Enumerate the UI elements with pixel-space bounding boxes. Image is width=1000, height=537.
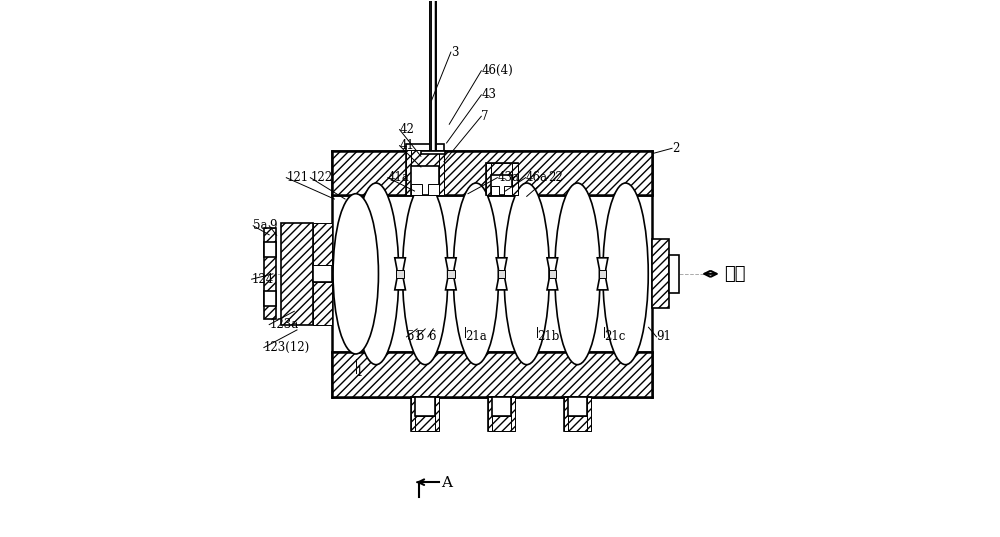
Bar	[491, 163, 512, 175]
Bar	[406, 144, 444, 195]
Bar	[439, 150, 444, 195]
Bar	[564, 397, 591, 431]
Text: 2: 2	[672, 142, 679, 155]
Bar	[430, 0, 436, 151]
Bar	[435, 397, 439, 431]
Bar	[652, 240, 669, 308]
Polygon shape	[446, 258, 456, 290]
Ellipse shape	[603, 183, 648, 365]
Bar	[406, 150, 411, 195]
Bar	[332, 195, 652, 352]
Text: 51: 51	[407, 330, 421, 343]
Ellipse shape	[555, 183, 600, 365]
Bar	[332, 151, 652, 195]
Text: 41: 41	[400, 139, 414, 152]
Bar	[669, 255, 679, 293]
Bar	[313, 282, 332, 324]
Bar	[564, 397, 568, 431]
Text: 123a: 123a	[269, 318, 298, 331]
Text: 6: 6	[428, 330, 435, 343]
Bar	[411, 150, 439, 166]
Text: 46a: 46a	[526, 171, 548, 184]
Bar	[488, 397, 492, 431]
Text: 91: 91	[657, 330, 671, 343]
Text: 22: 22	[548, 171, 563, 184]
Bar	[411, 166, 439, 195]
Bar	[568, 416, 587, 431]
Text: 3: 3	[451, 46, 458, 59]
Polygon shape	[496, 258, 507, 290]
Text: 5: 5	[417, 330, 425, 343]
Bar	[568, 397, 587, 416]
Ellipse shape	[353, 183, 399, 365]
Ellipse shape	[504, 183, 549, 365]
Bar	[421, 151, 445, 154]
Bar	[332, 352, 652, 397]
Bar	[504, 186, 512, 195]
Text: 122: 122	[310, 171, 332, 184]
Bar	[411, 184, 422, 195]
Bar	[428, 184, 439, 195]
Bar	[264, 291, 276, 306]
Text: 42: 42	[400, 123, 414, 136]
Text: 121: 121	[286, 171, 308, 184]
Text: A: A	[441, 476, 452, 490]
Bar	[415, 397, 435, 416]
Text: 21c: 21c	[604, 330, 626, 343]
Ellipse shape	[453, 183, 499, 365]
Bar	[486, 163, 491, 195]
Text: 9: 9	[269, 219, 277, 233]
Text: 123(12): 123(12)	[264, 341, 310, 354]
Text: 轴向: 轴向	[724, 265, 746, 283]
Bar	[411, 397, 439, 431]
Bar	[599, 270, 606, 278]
Bar	[447, 270, 455, 278]
Bar	[264, 242, 276, 257]
Ellipse shape	[403, 183, 448, 365]
Bar	[498, 270, 505, 278]
Polygon shape	[597, 258, 608, 290]
Bar	[488, 397, 515, 431]
Bar	[511, 397, 515, 431]
Text: 46(4): 46(4)	[481, 64, 513, 77]
Bar	[486, 163, 518, 195]
Text: 7: 7	[481, 110, 489, 123]
Text: 41a: 41a	[388, 171, 410, 184]
Polygon shape	[395, 258, 405, 290]
Bar	[512, 163, 518, 195]
Bar	[411, 397, 415, 431]
Text: 21b: 21b	[537, 330, 560, 343]
Bar	[313, 223, 332, 265]
Text: 124: 124	[252, 273, 274, 286]
Ellipse shape	[333, 194, 378, 354]
Text: 1: 1	[356, 366, 363, 379]
Bar	[587, 397, 591, 431]
Bar	[281, 223, 313, 324]
Bar	[430, 2, 436, 151]
Bar	[491, 175, 512, 195]
Polygon shape	[547, 258, 558, 290]
Bar	[415, 416, 435, 431]
Bar	[491, 186, 499, 195]
Text: 43a: 43a	[497, 171, 519, 184]
Bar	[396, 270, 404, 278]
Bar	[313, 265, 332, 282]
Bar	[492, 416, 511, 431]
Bar	[264, 228, 276, 320]
Text: 21a: 21a	[465, 330, 487, 343]
Bar	[492, 397, 511, 416]
Text: 43: 43	[481, 89, 496, 101]
Bar	[549, 270, 556, 278]
Text: 5a: 5a	[253, 219, 268, 233]
